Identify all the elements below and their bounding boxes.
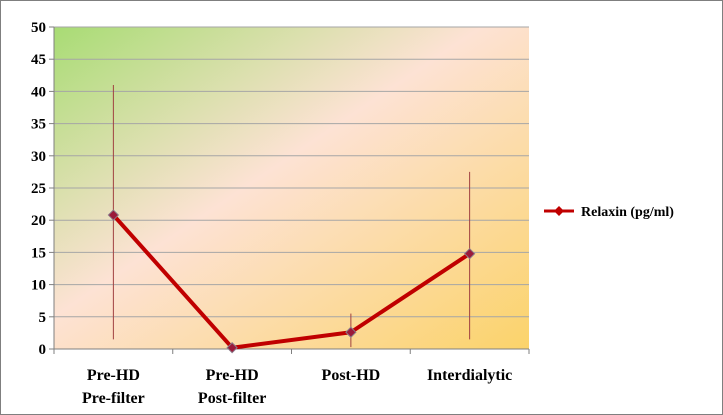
y-tick-label: 30 bbox=[31, 149, 46, 165]
x-category-label: Interdialytic bbox=[427, 367, 512, 384]
y-tick-label: 0 bbox=[39, 342, 47, 358]
y-tick-label: 25 bbox=[31, 181, 46, 197]
data-point-marker bbox=[226, 342, 238, 354]
data-point-marker bbox=[463, 247, 476, 260]
y-tick-label: 20 bbox=[31, 213, 46, 229]
x-category-label: Pre-HD bbox=[206, 367, 259, 384]
legend-label-relaxin: Relaxin (pg/ml) bbox=[581, 205, 674, 220]
y-tick-label: 50 bbox=[31, 20, 46, 36]
data-point-marker bbox=[345, 326, 357, 338]
y-tick-label: 45 bbox=[31, 52, 46, 68]
axes bbox=[49, 26, 530, 354]
y-tick-label: 40 bbox=[31, 84, 46, 100]
x-category-label: Post-filter bbox=[198, 390, 266, 407]
y-tick-label: 10 bbox=[31, 278, 46, 294]
series-line bbox=[111, 213, 471, 350]
y-axis-tick-labels: 0 5 10 15 20 25 30 35 40 45 50 bbox=[31, 20, 46, 358]
y-tick-label: 15 bbox=[31, 245, 46, 261]
x-category-label: Pre-HD bbox=[87, 367, 140, 384]
y-tick-label: 5 bbox=[39, 310, 47, 326]
x-category-label: Pre-filter bbox=[82, 390, 145, 407]
series-relaxin bbox=[107, 209, 476, 354]
legend: Relaxin (pg/ml) bbox=[544, 205, 674, 220]
data-point-marker bbox=[107, 209, 120, 221]
gridlines bbox=[54, 26, 529, 318]
legend-diamond-marker bbox=[554, 206, 564, 216]
x-category-label: Post-HD bbox=[322, 367, 381, 384]
y-tick-label: 35 bbox=[31, 117, 46, 133]
x-axis-category-labels: Pre-HD Pre-filter Pre-HD Post-filter Post-HD… bbox=[82, 367, 512, 407]
